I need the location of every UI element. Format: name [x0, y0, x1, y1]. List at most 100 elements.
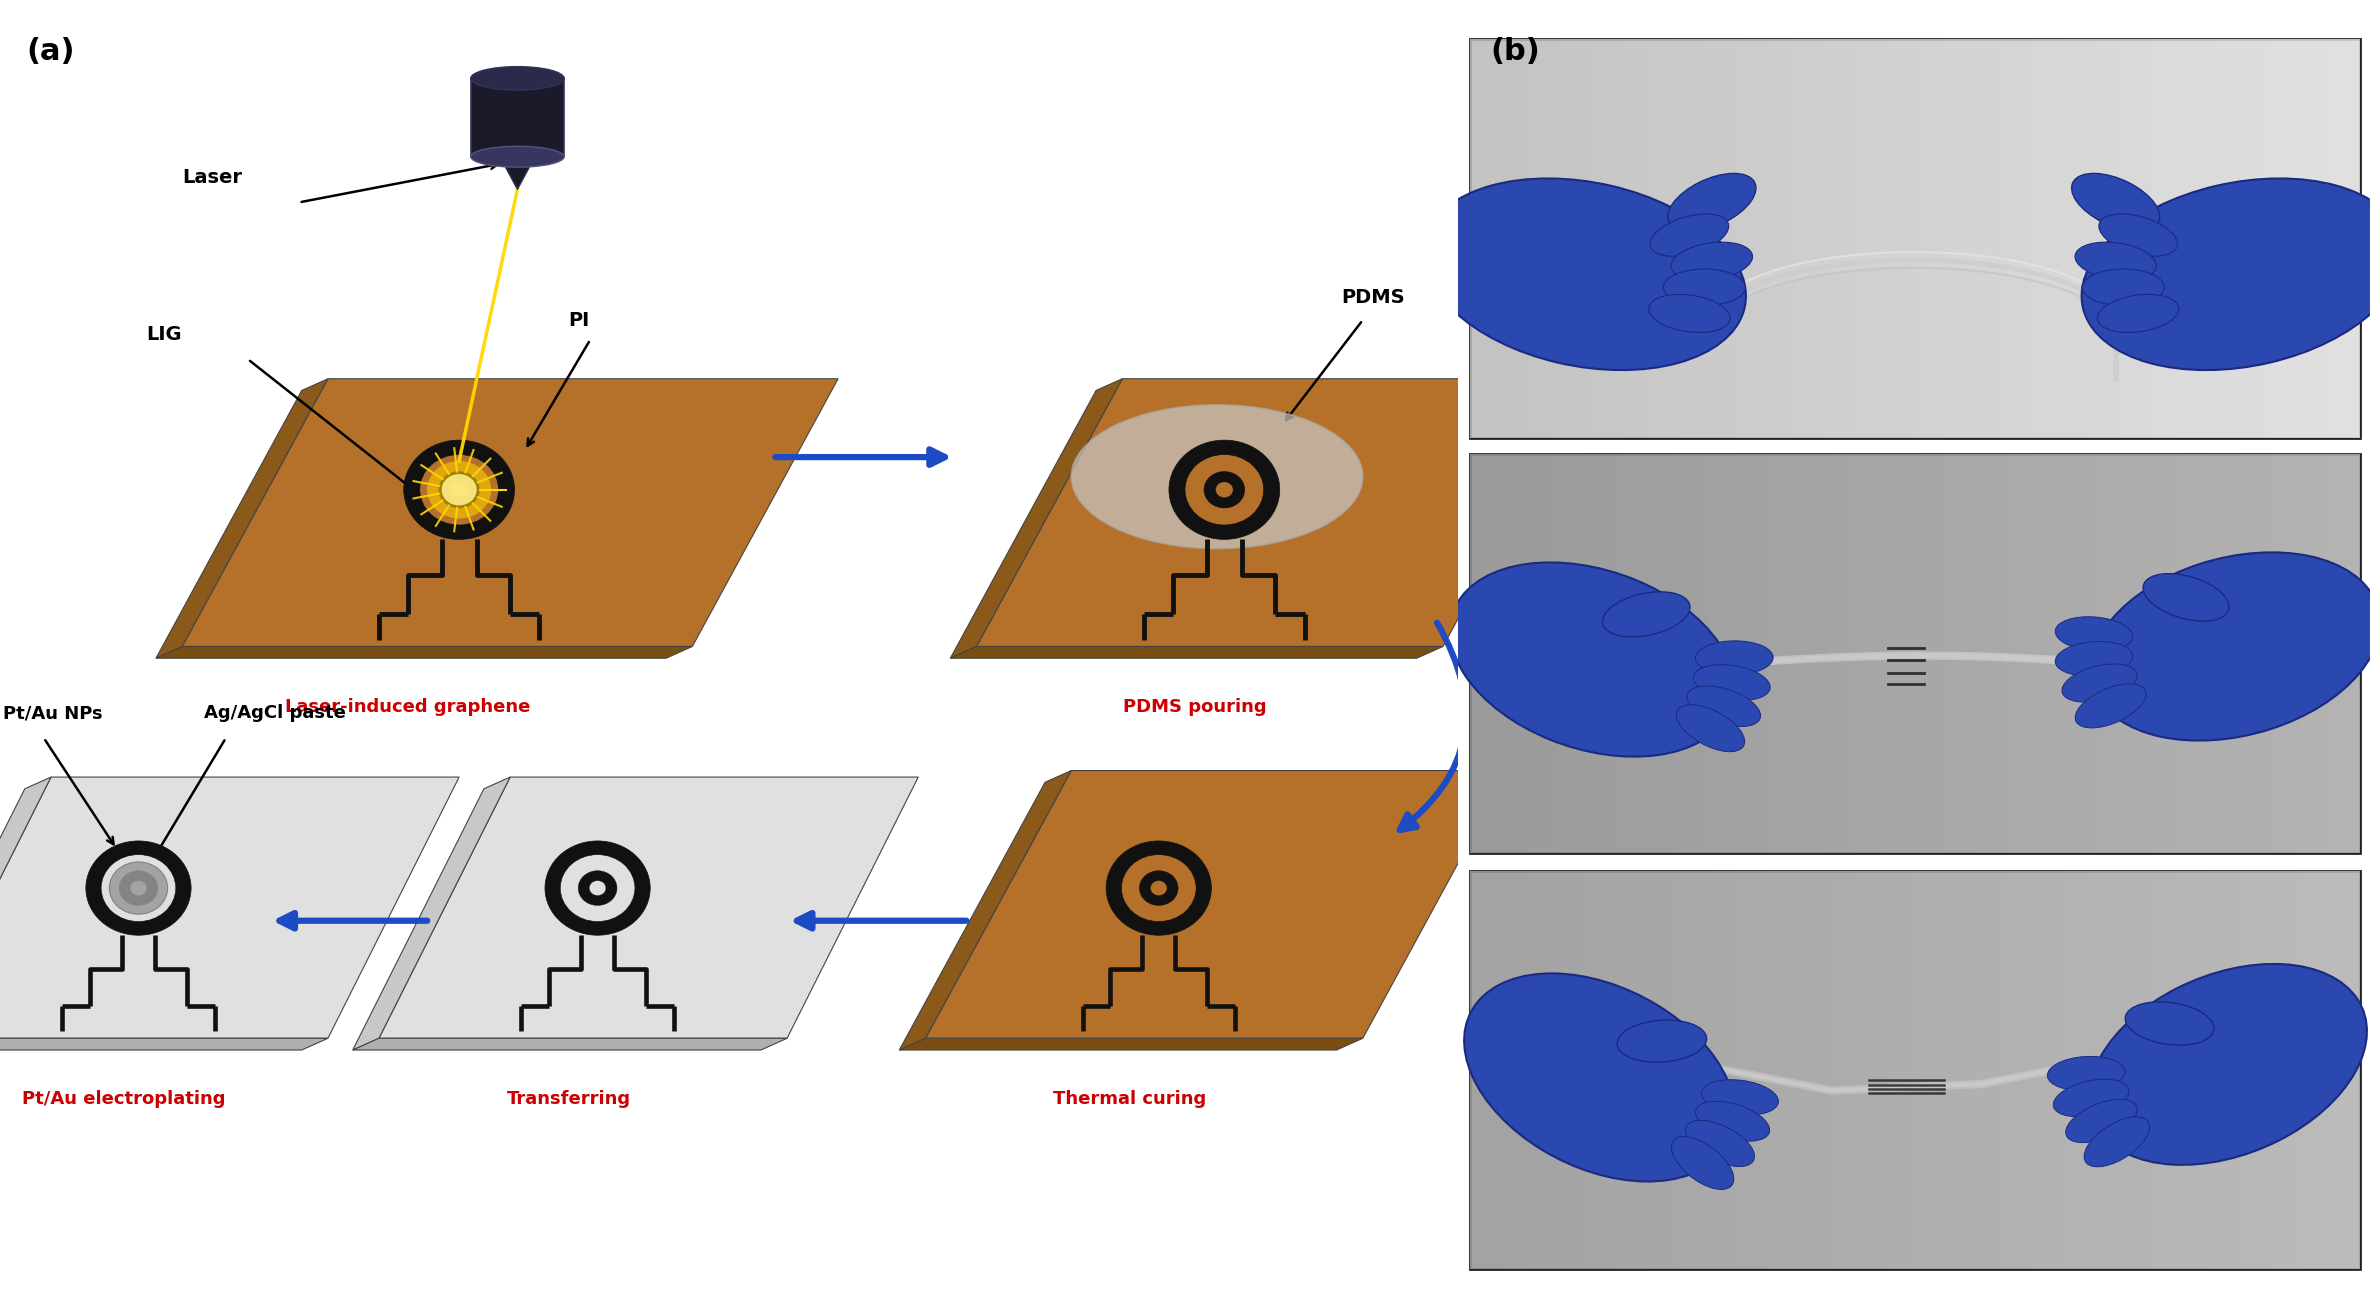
Ellipse shape — [1465, 973, 1735, 1182]
FancyBboxPatch shape — [2211, 39, 2242, 438]
Ellipse shape — [1687, 686, 1761, 726]
FancyBboxPatch shape — [2330, 454, 2361, 853]
FancyBboxPatch shape — [1706, 39, 1737, 438]
FancyBboxPatch shape — [1856, 871, 1884, 1269]
Ellipse shape — [2097, 294, 2178, 333]
Circle shape — [118, 871, 159, 905]
FancyBboxPatch shape — [1619, 454, 1647, 853]
FancyBboxPatch shape — [2180, 454, 2211, 853]
FancyBboxPatch shape — [1943, 871, 1974, 1269]
Ellipse shape — [2052, 1079, 2128, 1117]
Ellipse shape — [1450, 563, 1735, 756]
Circle shape — [1121, 854, 1197, 922]
FancyBboxPatch shape — [1469, 39, 1500, 438]
Text: Laser: Laser — [182, 168, 242, 187]
Ellipse shape — [1650, 214, 1728, 256]
Ellipse shape — [2083, 1117, 2150, 1166]
Ellipse shape — [1676, 705, 1744, 752]
Polygon shape — [927, 771, 1510, 1038]
FancyBboxPatch shape — [2211, 454, 2242, 853]
FancyArrowPatch shape — [1401, 623, 1465, 831]
FancyBboxPatch shape — [1559, 454, 1588, 853]
Text: Pt/Au electroplating: Pt/Au electroplating — [21, 1089, 225, 1107]
Ellipse shape — [1671, 242, 1751, 281]
Ellipse shape — [2083, 269, 2164, 306]
FancyBboxPatch shape — [1825, 871, 1856, 1269]
FancyBboxPatch shape — [2270, 454, 2301, 853]
FancyBboxPatch shape — [1884, 454, 1915, 853]
Ellipse shape — [2067, 1100, 2138, 1143]
Ellipse shape — [1702, 1080, 1778, 1115]
Ellipse shape — [2062, 663, 2138, 703]
Ellipse shape — [1695, 1101, 1770, 1141]
FancyBboxPatch shape — [1796, 454, 1825, 853]
FancyBboxPatch shape — [1706, 454, 1737, 853]
Ellipse shape — [1602, 592, 1690, 637]
FancyBboxPatch shape — [1766, 871, 1796, 1269]
Circle shape — [1185, 454, 1263, 525]
Text: PDMS: PDMS — [1341, 289, 1405, 307]
FancyBboxPatch shape — [1974, 871, 2003, 1269]
FancyBboxPatch shape — [1825, 39, 1856, 438]
Polygon shape — [353, 777, 510, 1050]
Circle shape — [403, 440, 514, 539]
Ellipse shape — [1424, 179, 1747, 370]
Ellipse shape — [2142, 573, 2230, 622]
Circle shape — [450, 482, 467, 498]
Ellipse shape — [2048, 1057, 2126, 1091]
Polygon shape — [379, 777, 917, 1038]
FancyBboxPatch shape — [1559, 39, 1588, 438]
Circle shape — [545, 841, 649, 935]
Polygon shape — [950, 646, 1443, 658]
FancyBboxPatch shape — [1915, 871, 1943, 1269]
Polygon shape — [950, 379, 1123, 658]
Circle shape — [1216, 482, 1232, 498]
FancyBboxPatch shape — [1678, 39, 1706, 438]
FancyBboxPatch shape — [1737, 871, 1766, 1269]
Circle shape — [1107, 841, 1211, 935]
Polygon shape — [500, 157, 536, 189]
FancyBboxPatch shape — [1469, 871, 2361, 1269]
FancyBboxPatch shape — [2180, 39, 2211, 438]
FancyBboxPatch shape — [1469, 39, 2361, 438]
Circle shape — [419, 454, 498, 525]
FancyBboxPatch shape — [1915, 39, 1943, 438]
FancyBboxPatch shape — [2003, 39, 2033, 438]
Ellipse shape — [1671, 1136, 1735, 1190]
Circle shape — [559, 854, 635, 922]
FancyBboxPatch shape — [1500, 454, 1529, 853]
Text: Pt/Au NPs: Pt/Au NPs — [2, 704, 102, 722]
Circle shape — [1168, 440, 1280, 539]
Text: Ag/AgCl paste: Ag/AgCl paste — [204, 704, 346, 722]
FancyBboxPatch shape — [1588, 454, 1619, 853]
FancyBboxPatch shape — [1766, 39, 1796, 438]
FancyBboxPatch shape — [2033, 39, 2062, 438]
Polygon shape — [898, 771, 1071, 1050]
FancyBboxPatch shape — [2093, 871, 2121, 1269]
Ellipse shape — [2100, 214, 2178, 256]
FancyBboxPatch shape — [1529, 39, 1559, 438]
Text: LIG: LIG — [147, 325, 182, 343]
FancyBboxPatch shape — [1619, 871, 1647, 1269]
FancyBboxPatch shape — [2301, 39, 2330, 438]
FancyBboxPatch shape — [1737, 454, 1766, 853]
FancyBboxPatch shape — [1500, 871, 1529, 1269]
FancyBboxPatch shape — [1500, 39, 1529, 438]
FancyBboxPatch shape — [2301, 454, 2330, 853]
Circle shape — [109, 862, 168, 914]
Text: Laser-induced graphene: Laser-induced graphene — [284, 697, 531, 716]
Ellipse shape — [2055, 616, 2133, 652]
Ellipse shape — [1685, 1121, 1754, 1166]
FancyBboxPatch shape — [1678, 871, 1706, 1269]
Circle shape — [427, 461, 491, 518]
FancyBboxPatch shape — [1737, 39, 1766, 438]
FancyBboxPatch shape — [2270, 871, 2301, 1269]
FancyBboxPatch shape — [1856, 39, 1884, 438]
FancyBboxPatch shape — [1529, 871, 1559, 1269]
FancyBboxPatch shape — [1856, 454, 1884, 853]
FancyBboxPatch shape — [1647, 871, 1678, 1269]
FancyBboxPatch shape — [2211, 871, 2242, 1269]
Circle shape — [438, 471, 479, 508]
FancyBboxPatch shape — [1588, 871, 1619, 1269]
Circle shape — [1149, 880, 1166, 896]
